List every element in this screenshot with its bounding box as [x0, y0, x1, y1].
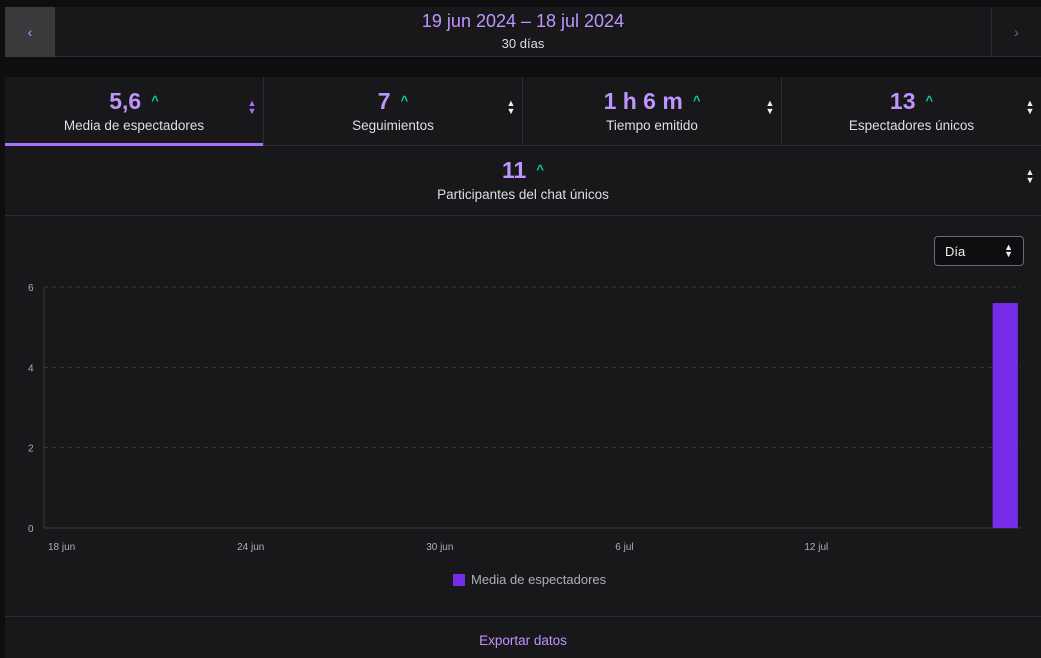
analytics-panel: 5,6 ^ Media de espectadores ▲ ▼ 7 ^ Seguimi…: [5, 77, 1041, 658]
stat-follows[interactable]: 7 ^ Seguimientos ▲ ▼: [264, 77, 523, 145]
x-tick-label: 24 jun: [237, 542, 264, 553]
x-tick-label: 12 jul: [804, 542, 828, 553]
trend-up-icon: ^: [151, 93, 159, 108]
trend-up-icon: ^: [925, 93, 934, 108]
stat-value: 11: [502, 157, 527, 183]
x-tick-label: 30 jun: [426, 542, 453, 553]
trend-up-icon: ^: [400, 93, 409, 108]
viewers-bar-chart: 0 2 4 6 18 jun 24 jun 30 jun 6 jul 12 jul: [28, 283, 1021, 553]
prev-period-button[interactable]: ‹: [5, 7, 55, 57]
sort-icon[interactable]: ▲ ▼: [1025, 167, 1035, 185]
legend-label: Media de espectadores: [471, 572, 607, 587]
stat-label: Tiempo emitido: [606, 118, 698, 133]
sort-icon[interactable]: ▲ ▼: [247, 98, 257, 116]
stat-average-viewers[interactable]: 5,6 ^ Media de espectadores ▲ ▼: [5, 77, 264, 146]
chart-legend: Media de espectadores: [453, 572, 606, 587]
granularity-select[interactable]: Día ▲ ▼: [934, 236, 1024, 266]
sort-icon[interactable]: ▲ ▼: [1025, 98, 1035, 116]
granularity-value: Día: [945, 243, 966, 259]
y-tick-label: 0: [28, 524, 34, 535]
sort-icon[interactable]: ▲ ▼: [506, 98, 516, 116]
y-tick-label: 6: [28, 283, 34, 294]
stat-label: Espectadores únicos: [848, 118, 975, 133]
stat-value: 13: [889, 88, 916, 114]
date-range-label: 19 jun 2024 – 18 jul 2024: [421, 11, 625, 31]
stats-row: 5,6 ^ Media de espectadores ▲ ▼ 7 ^ Seguimi…: [5, 77, 1041, 146]
chevron-updown-icon: ▲ ▼: [1004, 242, 1013, 259]
trend-up-icon: ^: [692, 93, 701, 108]
chart-area: Día ▲ ▼ 0 2 4 6 18 jun 24 jun 30 jun 6 jul 12 jul…: [5, 217, 1041, 617]
x-tick-label: 6 jul: [615, 542, 633, 553]
sort-icon[interactable]: ▲ ▼: [765, 98, 775, 116]
x-tick-label: 18 jun: [48, 542, 75, 553]
footer: Exportar datos: [5, 616, 1041, 658]
stat-value: 1 h 6 m: [603, 88, 683, 114]
stats-row-2: 11 ^ Participantes del chat únicos ▲ ▼: [5, 146, 1041, 216]
stat-value: 7: [377, 88, 391, 114]
legend-swatch: [453, 573, 465, 586]
date-days-label: 30 días: [501, 36, 545, 51]
export-data-link[interactable]: Exportar datos: [479, 633, 567, 648]
bar: [992, 303, 1018, 528]
y-tick-label: 2: [28, 444, 34, 455]
chevron-left-icon: ‹: [27, 24, 33, 40]
stat-value: 5,6: [109, 88, 142, 114]
trend-up-icon: ^: [536, 162, 544, 177]
stat-unique-viewers[interactable]: 13 ^ Espectadores únicos ▲ ▼: [782, 77, 1041, 145]
date-range-bar: ‹ 19 jun 2024 – 18 jul 2024 30 días ›: [5, 7, 1041, 57]
stat-time-streamed[interactable]: 1 h 6 m ^ Tiempo emitido ▲ ▼: [523, 77, 782, 145]
chevron-right-icon: ›: [1014, 24, 1019, 40]
y-tick-label: 4: [28, 363, 34, 374]
next-period-button[interactable]: ›: [991, 7, 1041, 57]
stat-unique-chatters[interactable]: 11 ^ Participantes del chat únicos ▲ ▼: [5, 146, 1041, 215]
stat-label: Media de espectadores: [63, 118, 205, 133]
stat-label: Participantes del chat únicos: [437, 187, 609, 202]
stat-label: Seguimientos: [352, 118, 434, 133]
